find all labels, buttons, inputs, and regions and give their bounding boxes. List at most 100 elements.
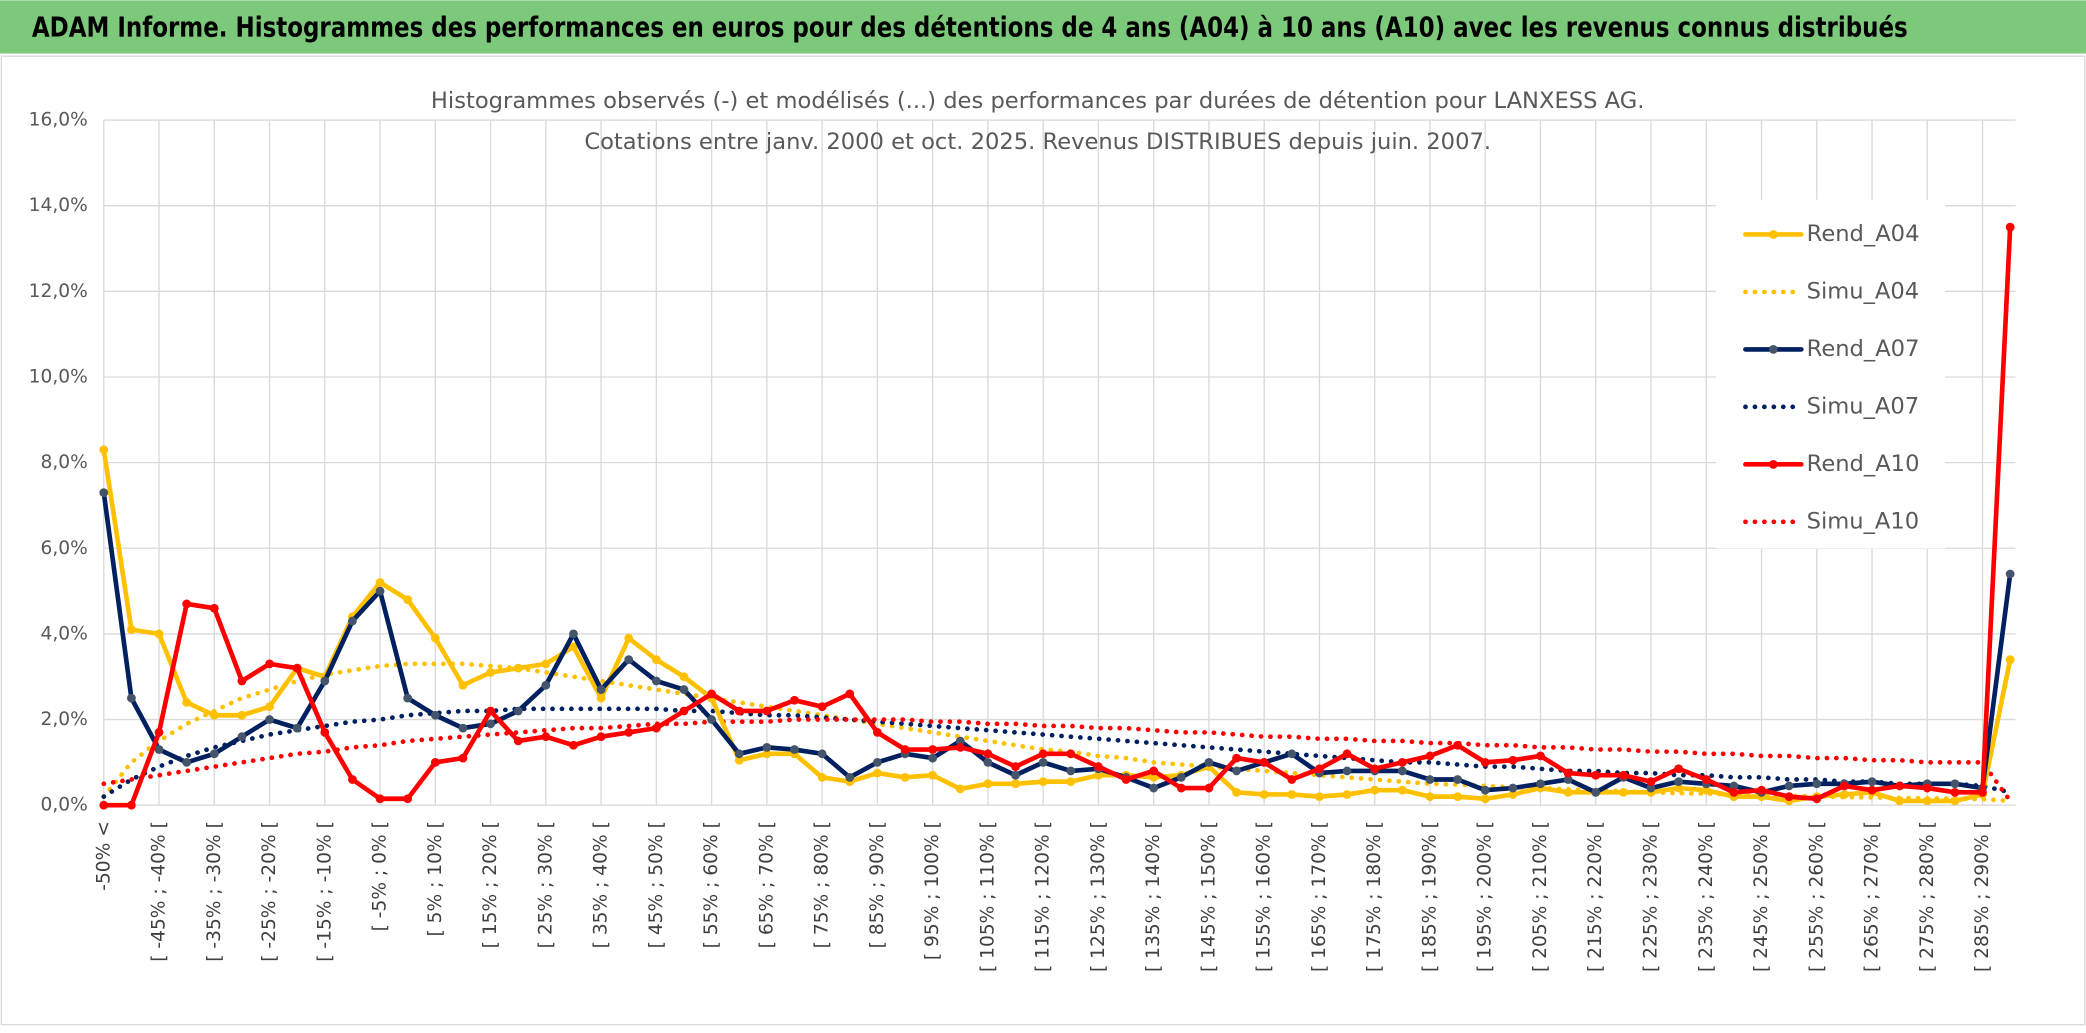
line <box>101 447 2013 804</box>
marker <box>154 728 164 737</box>
marker <box>1066 777 1076 787</box>
marker <box>458 723 468 733</box>
marker <box>1342 749 1352 759</box>
marker <box>513 706 523 716</box>
marker <box>734 749 744 759</box>
marker <box>265 715 274 724</box>
marker <box>1453 775 1462 784</box>
x-tick-label: [ 45% ; 50% [ <box>646 821 667 948</box>
x-tick-label: [ -5% ; 0% [ <box>370 821 391 931</box>
marker <box>209 710 219 720</box>
marker <box>1646 783 1656 793</box>
x-tick-label: [ 245% ; 250% [ <box>1751 821 1772 972</box>
marker <box>486 668 495 677</box>
y-tick-label: 0,0% <box>41 795 88 816</box>
marker <box>1149 783 1159 793</box>
marker <box>1508 790 1518 799</box>
marker <box>1397 757 1407 767</box>
legend-marker <box>1768 345 1778 354</box>
marker <box>1259 757 1269 767</box>
marker <box>182 599 192 609</box>
marker <box>403 595 413 605</box>
marker <box>872 728 882 737</box>
marker <box>569 642 578 652</box>
x-tick-label: [ 105% ; 110% [ <box>977 821 998 972</box>
marker <box>1066 766 1076 776</box>
legend-label: Rend_A04 <box>1807 221 1920 247</box>
marker <box>1342 766 1352 776</box>
marker <box>1370 764 1380 774</box>
marker <box>651 723 661 733</box>
marker <box>1038 777 1048 787</box>
marker <box>1978 787 1987 797</box>
x-tick-label: [ 135% ; 140% [ <box>1143 821 1164 972</box>
marker <box>127 800 136 810</box>
marker <box>928 745 938 754</box>
x-tick-label: [ 175% ; 180% [ <box>1364 821 1385 972</box>
chart-frame <box>0 55 2086 1026</box>
marker <box>1591 787 1601 797</box>
marker <box>1812 794 1822 804</box>
marker <box>1950 779 1960 789</box>
marker <box>430 633 440 643</box>
x-tick-label: [ 35% ; 40% [ <box>591 821 612 948</box>
banner <box>0 0 2086 54</box>
marker <box>99 445 109 455</box>
marker <box>237 732 247 742</box>
marker <box>1840 781 1849 791</box>
marker <box>928 753 938 763</box>
legend-label: Rend_A10 <box>1807 451 1920 477</box>
line <box>101 224 2013 808</box>
marker <box>1563 768 1573 778</box>
marker <box>1618 787 1628 797</box>
marker <box>1480 785 1490 795</box>
x-tick-label: [ 195% ; 200% [ <box>1475 821 1496 972</box>
x-tick-label: [ 255% ; 260% [ <box>1806 821 1827 972</box>
y-tick-label: 10,0% <box>29 366 88 387</box>
marker <box>1370 785 1380 795</box>
marker <box>1094 770 1103 780</box>
marker <box>1425 792 1435 802</box>
marker <box>707 715 716 724</box>
marker <box>596 685 606 694</box>
x-tick-label: [ 95% ; 100% [ <box>922 821 943 960</box>
marker <box>265 659 274 669</box>
marker <box>1425 775 1435 784</box>
marker <box>1508 783 1518 793</box>
marker <box>99 488 109 497</box>
marker <box>762 749 772 759</box>
x-tick-label: [ 65% ; 70% [ <box>756 821 777 948</box>
marker <box>1259 790 1269 799</box>
x-tick-label: [ -25% ; -20% [ <box>259 821 280 962</box>
y-tick-label: 2,0% <box>41 709 88 730</box>
x-tick-label: [ 205% ; 210% [ <box>1530 821 1551 972</box>
marker <box>541 732 551 742</box>
marker <box>1149 766 1159 776</box>
marker <box>790 745 799 754</box>
marker <box>651 655 661 664</box>
marker <box>707 689 716 699</box>
y-tick-label: 16,0% <box>29 110 88 131</box>
legend-box <box>1716 199 1945 549</box>
y-tick-label: 12,0% <box>29 281 88 302</box>
marker <box>1038 749 1048 759</box>
marker <box>1204 757 1214 767</box>
marker <box>1480 757 1490 767</box>
x-tick-label: [ 155% ; 160% [ <box>1254 821 1275 972</box>
y-tick-label: 6,0% <box>41 538 88 559</box>
marker <box>983 779 993 789</box>
marker <box>1121 775 1131 784</box>
x-tick-label: [ -45% ; -40% [ <box>149 821 170 962</box>
marker <box>209 749 219 759</box>
marker <box>928 770 938 780</box>
y-tick-label: 14,0% <box>29 195 88 216</box>
marker <box>513 663 523 673</box>
marker <box>1149 772 1159 782</box>
marker <box>955 784 965 794</box>
x-tick-label: [ 15% ; 20% [ <box>480 821 501 948</box>
marker <box>1176 783 1186 793</box>
marker <box>1011 762 1020 772</box>
marker <box>1812 779 1822 789</box>
marker <box>1563 787 1573 797</box>
marker <box>127 625 136 635</box>
